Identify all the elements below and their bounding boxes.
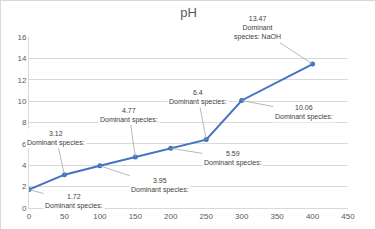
svg-text:4.77Dominant species:: 4.77Dominant species:: [100, 107, 158, 124]
svg-text:400: 400: [306, 212, 320, 221]
svg-text:8: 8: [22, 118, 27, 127]
svg-text:3.95Dominant species:: 3.95Dominant species:: [131, 177, 189, 194]
svg-text:10.06Dominant species:: 10.06Dominant species:: [275, 104, 333, 121]
svg-text:14: 14: [17, 54, 26, 63]
svg-text:5.59Dominant species:: 5.59Dominant species:: [204, 150, 262, 167]
svg-text:0: 0: [27, 212, 32, 221]
svg-text:50: 50: [60, 212, 69, 221]
svg-text:2: 2: [22, 182, 27, 191]
svg-text:150: 150: [129, 212, 143, 221]
svg-text:1.72Dominant species:: 1.72Dominant species:: [45, 193, 103, 210]
svg-text:pH: pH: [180, 5, 197, 20]
svg-text:3.12Dominant species:: 3.12Dominant species:: [27, 130, 85, 147]
svg-text:200: 200: [164, 212, 178, 221]
svg-text:16: 16: [17, 33, 26, 42]
svg-text:450: 450: [341, 212, 355, 221]
svg-text:250: 250: [200, 212, 214, 221]
svg-text:350: 350: [270, 212, 284, 221]
svg-text:4: 4: [22, 161, 27, 170]
svg-text:6.4Dominant species:: 6.4Dominant species:: [169, 89, 227, 106]
svg-text:0: 0: [22, 204, 27, 213]
svg-text:300: 300: [235, 212, 249, 221]
svg-text:10: 10: [17, 97, 26, 106]
svg-text:13.47Dominantspecies: NaOH: 13.47Dominantspecies: NaOH: [234, 15, 281, 41]
svg-text:100: 100: [93, 212, 107, 221]
svg-text:6: 6: [22, 140, 27, 149]
svg-text:12: 12: [17, 76, 26, 85]
